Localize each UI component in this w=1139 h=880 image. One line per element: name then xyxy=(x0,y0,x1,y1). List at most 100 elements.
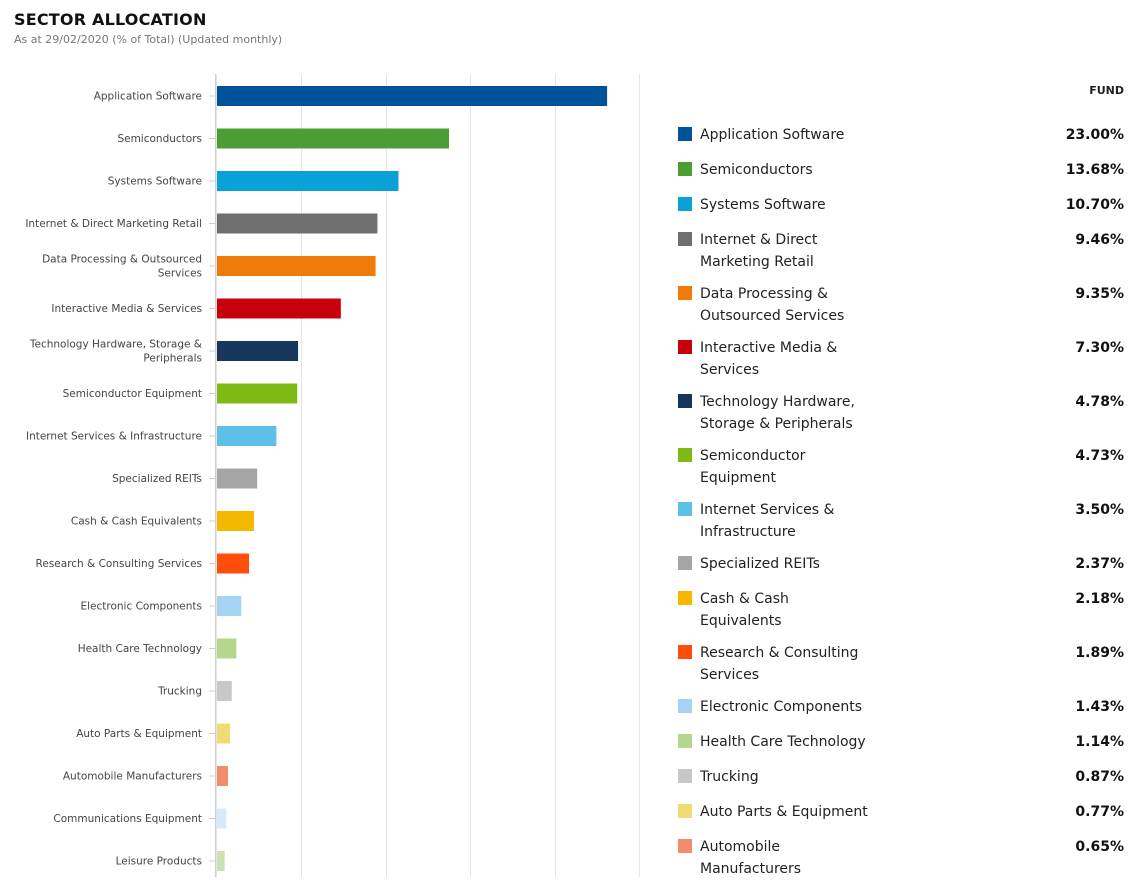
chart-divider xyxy=(639,74,640,877)
legend-label: Semiconductors xyxy=(700,159,890,181)
legend-swatch xyxy=(678,197,692,211)
legend-value: 9.35% xyxy=(1075,286,1124,302)
legend-label: Systems Software xyxy=(700,194,890,216)
legend-label-line: Systems Software xyxy=(700,197,826,213)
legend-label-line: Automobile xyxy=(700,839,780,855)
legend-label-line: Trucking xyxy=(700,769,759,785)
legend-label: Cash & Cash Equivalents xyxy=(700,588,890,632)
legend-label-line: Services xyxy=(700,362,760,378)
legend-value: 2.37% xyxy=(1075,556,1124,572)
legend-value: 13.68% xyxy=(1065,162,1124,178)
y-tick-label: Services xyxy=(158,268,202,280)
legend-label: Health Care Technology xyxy=(700,731,890,753)
legend-swatch xyxy=(678,448,692,462)
legend-label-line: Application Software xyxy=(700,127,845,143)
legend-label: Data Processing & Outsourced Services xyxy=(700,283,890,327)
legend-label-line: Interactive Media & xyxy=(700,340,838,356)
bar xyxy=(217,766,229,786)
legend-value: 10.70% xyxy=(1065,197,1124,213)
legend-swatch xyxy=(678,340,692,354)
legend-label-line: Semiconductors xyxy=(700,162,813,178)
legend-label-line: Health Care Technology xyxy=(700,734,866,750)
legend-swatch xyxy=(678,645,692,659)
legend-column-header: FUND xyxy=(1089,84,1124,97)
legend-value: 0.77% xyxy=(1075,804,1124,820)
y-tick-label: Technology Hardware, Storage & xyxy=(29,339,202,351)
y-tick-label: Communications Equipment xyxy=(53,813,202,825)
legend-label-line: Outsourced Services xyxy=(700,308,845,324)
y-tick-label: Systems Software xyxy=(108,176,202,188)
y-tick-label: Leisure Products xyxy=(116,856,202,868)
bar xyxy=(217,553,250,574)
y-tick-label: Data Processing & Outsourced xyxy=(42,254,202,266)
legend-label-line: Specialized REITs xyxy=(700,556,820,572)
chart-title: SECTOR ALLOCATION xyxy=(14,10,207,29)
bar xyxy=(217,808,227,829)
y-tick-label: Semiconductor Equipment xyxy=(63,388,202,400)
legend-swatch xyxy=(678,286,692,300)
bar xyxy=(217,256,376,276)
legend-label: Trucking xyxy=(700,766,890,788)
bar xyxy=(217,171,399,191)
legend-label-line: Cash & Cash xyxy=(700,591,789,607)
legend-swatch xyxy=(678,127,692,141)
legend-label-line: Manufacturers xyxy=(700,861,802,877)
legend-swatch xyxy=(678,734,692,748)
y-tick-label: Automobile Manufacturers xyxy=(63,771,202,783)
legend-swatch xyxy=(678,839,692,853)
legend-label: Application Software xyxy=(700,124,890,146)
legend-value: 7.30% xyxy=(1075,340,1124,356)
legend-label-line: Auto Parts & Equipment xyxy=(700,804,868,820)
y-tick-label: Electronic Components xyxy=(80,601,202,613)
legend-label-line: Infrastructure xyxy=(700,524,796,540)
legend-label: Internet Services & Infrastructure xyxy=(700,499,890,543)
bar xyxy=(217,596,242,616)
bar xyxy=(217,426,277,446)
legend-label-line: Data Processing & xyxy=(700,286,829,302)
legend-value: 0.87% xyxy=(1075,769,1124,785)
legend-label-line: Semiconductor xyxy=(700,448,806,464)
legend-swatch xyxy=(678,394,692,408)
legend-label: Auto Parts & Equipment xyxy=(700,801,890,823)
y-tick-label: Trucking xyxy=(157,686,202,698)
legend-value: 1.43% xyxy=(1075,699,1124,715)
legend-label: Interactive Media & Services xyxy=(700,337,890,381)
legend-label-line: Electronic Components xyxy=(700,699,863,715)
y-tick-label: Internet & Direct Marketing Retail xyxy=(25,218,202,230)
legend-label-line: Internet Services & xyxy=(700,502,835,518)
legend-label-line: Marketing Retail xyxy=(700,254,814,270)
y-tick-label: Auto Parts & Equipment xyxy=(76,728,202,740)
legend-label-line: Services xyxy=(700,667,760,683)
y-tick-label: Health Care Technology xyxy=(78,643,202,655)
legend-swatch xyxy=(678,556,692,570)
bar xyxy=(217,128,450,149)
bar xyxy=(217,86,608,106)
y-tick-label: Cash & Cash Equivalents xyxy=(71,516,202,528)
legend-value: 4.73% xyxy=(1075,448,1124,464)
y-tick-label: Internet Services & Infrastructure xyxy=(26,431,202,443)
bar xyxy=(217,383,298,404)
y-tick-label: Peripherals xyxy=(143,353,202,365)
legend-label-line: Storage & Peripherals xyxy=(700,416,853,432)
y-tick-label: Interactive Media & Services xyxy=(51,303,202,315)
y-tick-label: Specialized REITs xyxy=(112,473,202,485)
legend-label-line: Equipment xyxy=(700,470,776,486)
legend-label-line: Equivalents xyxy=(700,613,782,629)
bar xyxy=(217,511,254,531)
bar xyxy=(217,213,378,234)
legend-swatch xyxy=(678,232,692,246)
legend-value: 1.14% xyxy=(1075,734,1124,750)
legend-label: Semiconductor Equipment xyxy=(700,445,890,489)
legend-label-line: Internet & Direct xyxy=(700,232,818,248)
legend-value: 9.46% xyxy=(1075,232,1124,248)
legend-swatch xyxy=(678,162,692,176)
y-tick-label: Research & Consulting Services xyxy=(36,558,202,570)
bar xyxy=(217,851,225,871)
legend-swatch xyxy=(678,502,692,516)
bar xyxy=(217,638,237,659)
legend-value: 4.78% xyxy=(1075,394,1124,410)
legend-label: Internet & Direct Marketing Retail xyxy=(700,229,890,273)
legend-swatch xyxy=(678,769,692,783)
y-tick-label: Application Software xyxy=(94,91,202,103)
legend-value: 1.89% xyxy=(1075,645,1124,661)
